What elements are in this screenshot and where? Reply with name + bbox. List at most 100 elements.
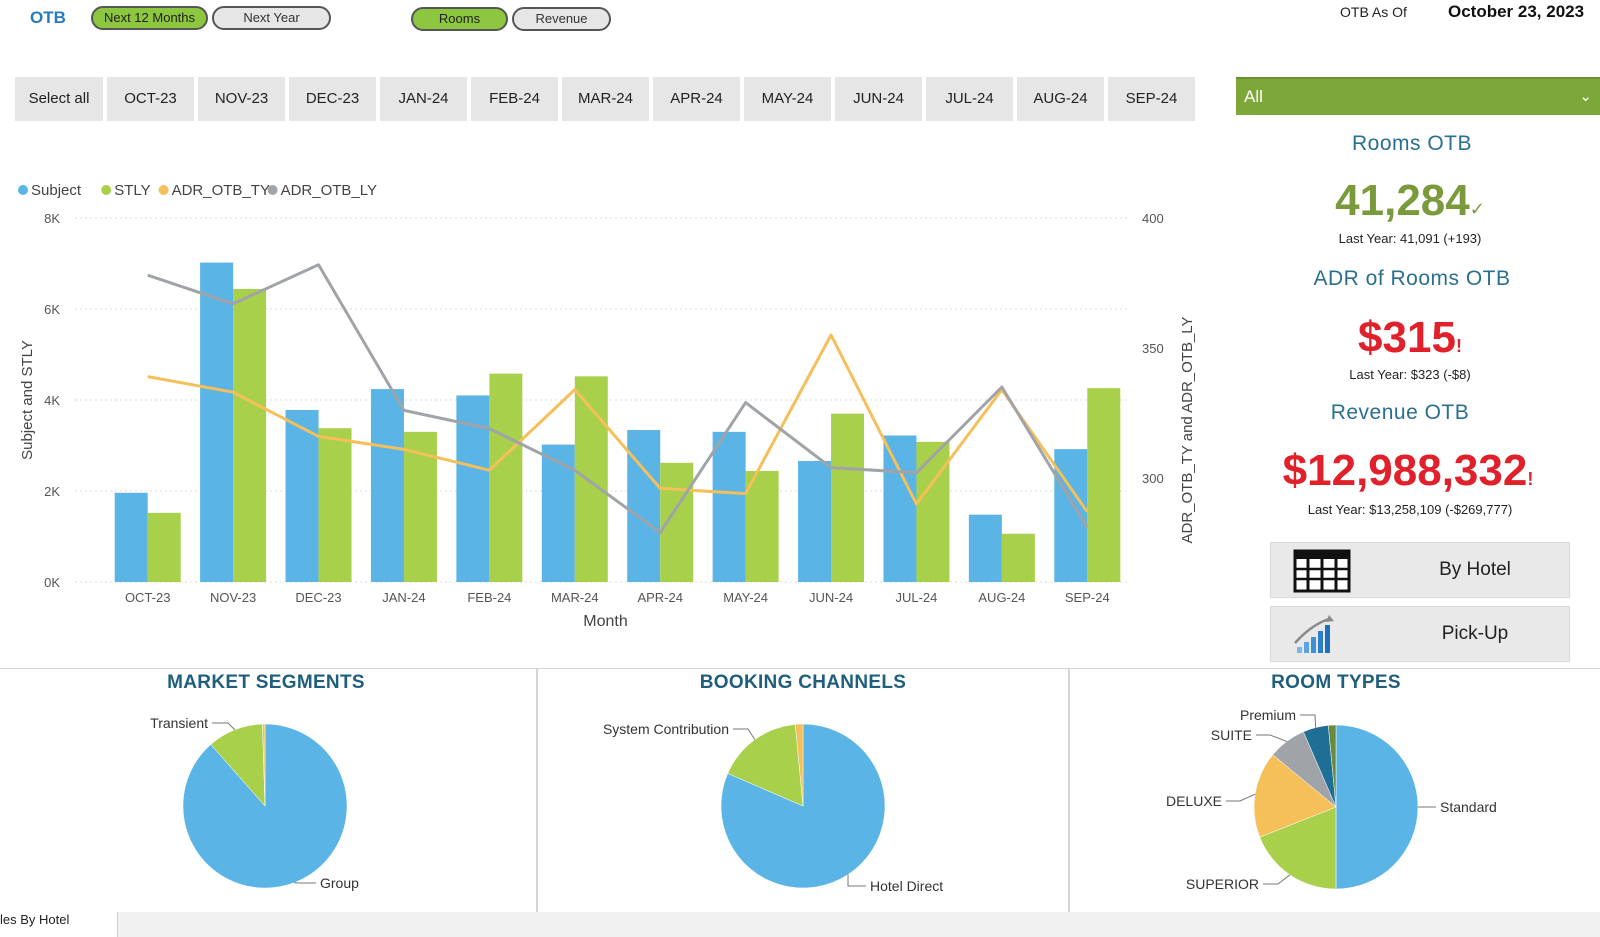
slicer-feb-24[interactable]: FEB-24 bbox=[471, 77, 558, 121]
x-tick-label: JAN-24 bbox=[382, 590, 425, 605]
y2-tick-label: 350 bbox=[1142, 341, 1164, 356]
rooms-otb-combo-chart: Subject STLY ADR_OTB_TY ADR_OTB_LY 0K 2K 4K 6K… bbox=[18, 182, 1196, 630]
leader-line bbox=[1263, 874, 1291, 885]
tab-by-hotel-label: les By Hotel bbox=[0, 912, 70, 927]
slicer-jan-24[interactable]: JAN-24 bbox=[380, 77, 467, 121]
slicer-jul-24[interactable]: JUL-24 bbox=[926, 77, 1013, 121]
hotel-dropdown[interactable]: All ⌄ bbox=[1236, 77, 1600, 115]
legend-label: Subject bbox=[31, 182, 82, 199]
adr-otb-value: $315! bbox=[1230, 313, 1590, 363]
x-tick-label: DEC-23 bbox=[295, 590, 341, 605]
bar-stly bbox=[147, 512, 181, 582]
pie-label: Hotel Direct bbox=[870, 878, 943, 894]
line-adr_otb_ly bbox=[147, 263, 1089, 535]
pie-label: Standard bbox=[1440, 799, 1497, 815]
slicer-jun-24[interactable]: JUN-24 bbox=[835, 77, 922, 121]
pick-up-label: Pick-Up bbox=[1441, 623, 1509, 644]
x-tick-label: JUN-24 bbox=[809, 590, 853, 605]
legend-label: ADR_OTB_LY bbox=[281, 182, 377, 199]
panel-divider bbox=[1068, 668, 1070, 912]
pie-slice bbox=[262, 723, 266, 807]
legend-marker bbox=[101, 185, 112, 195]
x-tick-label: APR-24 bbox=[637, 590, 683, 605]
pie-label: Transient bbox=[150, 715, 208, 731]
x-tick-label: JUL-24 bbox=[895, 590, 937, 605]
bar-stly bbox=[916, 441, 950, 582]
leader-line bbox=[1226, 793, 1256, 802]
y2-tick-label: 300 bbox=[1142, 471, 1164, 486]
pie-slice bbox=[1253, 754, 1337, 838]
adr-otb-title: ADR of Rooms OTB bbox=[1313, 267, 1511, 290]
x-tick-label: OCT-23 bbox=[125, 590, 171, 605]
bar-subject bbox=[627, 430, 661, 582]
revenue-otb-value: $12,988,332! bbox=[1218, 446, 1598, 496]
pick-up-button[interactable]: Pick-Up bbox=[1270, 606, 1570, 662]
otb-asof-date: October 23, 2023 bbox=[1448, 2, 1585, 21]
growth-chart-icon bbox=[1294, 615, 1334, 653]
tab-by-hotel[interactable]: les By Hotel bbox=[0, 912, 118, 937]
x-tick-label: NOV-23 bbox=[210, 590, 256, 605]
bar-stly bbox=[745, 470, 779, 582]
y-axis-title: Subject and STLY bbox=[19, 340, 36, 460]
by-hotel-label: By Hotel bbox=[1439, 559, 1511, 580]
pie-label: Group bbox=[320, 875, 359, 891]
rooms-otb-last-year: Last Year: 41,091 (+193) bbox=[1338, 231, 1482, 246]
room-types-pie: Standard SUPERIOR DELUXE SUITE Premium bbox=[1166, 707, 1497, 892]
alert-icon: ! bbox=[1455, 336, 1462, 356]
slicer-nov-23[interactable]: NOV-23 bbox=[198, 77, 285, 121]
legend-marker bbox=[18, 185, 28, 195]
slicer-oct-23[interactable]: OCT-23 bbox=[107, 77, 194, 121]
pie-label: System Contribution bbox=[603, 721, 729, 737]
otb-asof-label: OTB As Of bbox=[1340, 4, 1407, 20]
slicer-select-all[interactable]: Select all bbox=[15, 77, 103, 121]
legend-marker bbox=[158, 185, 169, 195]
slicer-may-24[interactable]: MAY-24 bbox=[744, 77, 831, 121]
x-tick-label: SEP-24 bbox=[1065, 590, 1110, 605]
line-adr_otb_ty bbox=[147, 333, 1089, 513]
legend-label: ADR_OTB_TY bbox=[172, 182, 270, 199]
y2-axis-title: ADR_OTB_TY and ADR_OTB_LY bbox=[1179, 316, 1196, 543]
slicer-mar-24[interactable]: MAR-24 bbox=[562, 77, 649, 121]
bar-stly bbox=[1087, 388, 1121, 582]
bar-subject bbox=[114, 492, 148, 582]
rooms-otb-value: 41,284✓ bbox=[1230, 176, 1590, 226]
rooms-otb-number: 41,284 bbox=[1335, 176, 1470, 225]
room-types-title: ROOM TYPES bbox=[1271, 672, 1401, 693]
by-hotel-button[interactable]: By Hotel bbox=[1270, 542, 1570, 598]
x-tick-label: MAY-24 bbox=[723, 590, 768, 605]
leader-line bbox=[847, 874, 866, 887]
pie-label: Premium bbox=[1240, 707, 1296, 723]
next-12-months-button[interactable]: Next 12 Months bbox=[91, 6, 208, 30]
y-tick-label: 4K bbox=[44, 393, 60, 408]
rooms-otb-title: Rooms OTB bbox=[1351, 132, 1473, 155]
check-icon: ✓ bbox=[1469, 199, 1485, 219]
pie-slice bbox=[1259, 806, 1337, 890]
pie-slice bbox=[795, 723, 804, 807]
slicer-sep-24[interactable]: SEP-24 bbox=[1108, 77, 1195, 121]
bar-stly bbox=[831, 413, 865, 582]
bar-subject bbox=[200, 262, 234, 582]
y-tick-label: 6K bbox=[44, 302, 60, 317]
leader-line bbox=[733, 728, 756, 740]
alert-icon: ! bbox=[1527, 469, 1534, 489]
next-year-button[interactable]: Next Year bbox=[212, 6, 331, 30]
x-tick-label: FEB-24 bbox=[467, 590, 511, 605]
adr-otb-last-year: Last Year: $323 (-$8) bbox=[1349, 367, 1471, 382]
table-icon bbox=[1293, 549, 1351, 593]
rooms-button[interactable]: Rooms bbox=[411, 7, 508, 31]
bar-subject bbox=[370, 389, 404, 582]
y-tick-label: 0K bbox=[44, 575, 60, 590]
leader-line bbox=[212, 722, 236, 731]
leader-line bbox=[1300, 714, 1317, 728]
revenue-button[interactable]: Revenue bbox=[512, 7, 611, 31]
legend-marker bbox=[267, 185, 278, 195]
bar-subject bbox=[798, 460, 832, 582]
slicer-aug-24[interactable]: AUG-24 bbox=[1017, 77, 1104, 121]
slicer-dec-23[interactable]: DEC-23 bbox=[289, 77, 376, 121]
hotel-dropdown-value: All bbox=[1244, 87, 1263, 106]
revenue-otb-number: $12,988,332 bbox=[1282, 446, 1528, 495]
slicer-apr-24[interactable]: APR-24 bbox=[653, 77, 740, 121]
leader-line bbox=[1256, 734, 1287, 742]
bar-stly bbox=[233, 288, 267, 582]
page-title: OTB bbox=[30, 8, 66, 27]
